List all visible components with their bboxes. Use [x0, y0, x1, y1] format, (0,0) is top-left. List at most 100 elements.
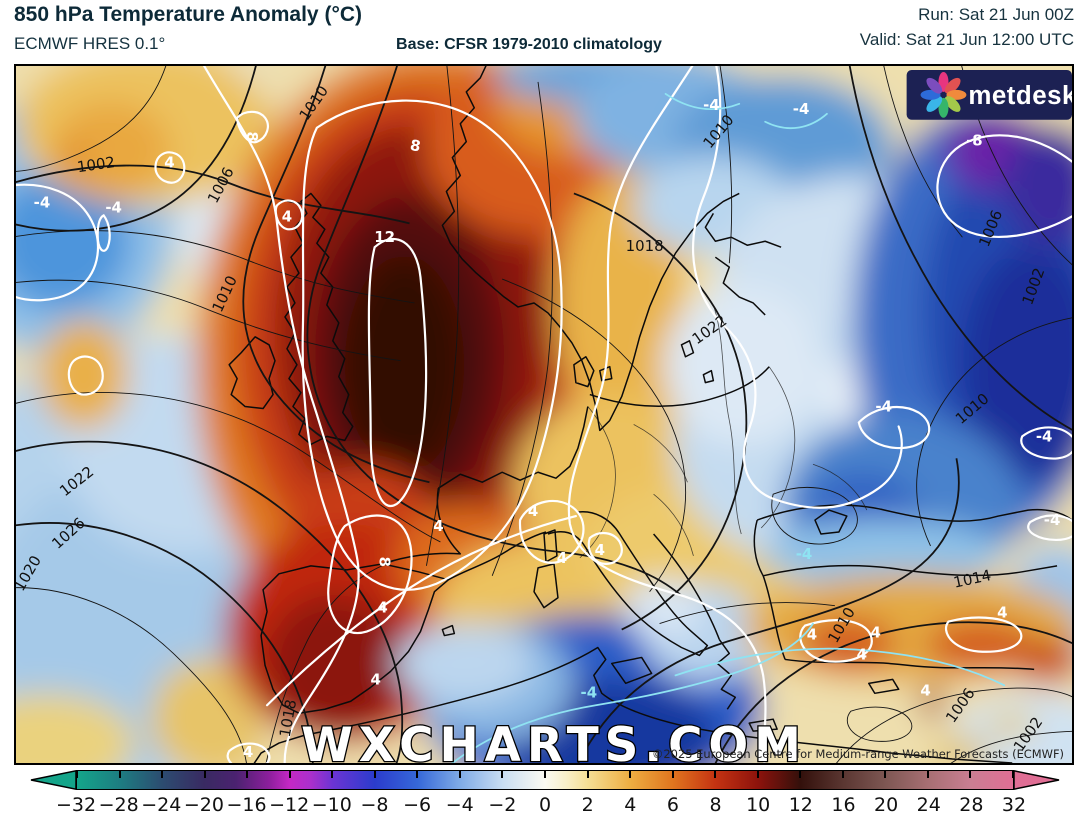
colorbar-tick [926, 771, 929, 778]
pinwheel-petal [944, 77, 961, 94]
colorbar-tick [76, 771, 78, 778]
colorbar-tick [161, 771, 164, 778]
colorbar-tick-label: −28 [98, 794, 139, 816]
colorbar-tick-label: −24 [141, 794, 182, 816]
anomaly-label: 8 [243, 132, 261, 142]
colorbar-tick [118, 771, 121, 778]
colorbar-tick [331, 771, 334, 778]
pinwheel-petal [926, 96, 943, 112]
copyright-notice: ©2025 European Centre for Medium-range W… [652, 747, 1064, 761]
colorbar-tick [501, 771, 504, 778]
isobar-label: 1018 [626, 237, 664, 255]
colorbar-tick [544, 771, 546, 778]
anomaly-label: 4 [871, 624, 881, 642]
run-time-label: Run: Sat 21 Jun 00Z [918, 5, 1074, 24]
metdesk-logo: metdesk [906, 69, 1072, 120]
map-canvas: 1002 100610101010101010181022100610021022… [16, 66, 1072, 763]
anomaly-label: -4 [875, 398, 892, 416]
anomaly-label: -4 [105, 198, 122, 216]
colorbar-tick-label: 16 [831, 794, 856, 816]
colorbar-tick [416, 771, 419, 778]
colorbar-tick-label: 24 [916, 794, 941, 816]
colorbar-tick [1012, 771, 1014, 778]
colorbar-tick-label: −12 [269, 794, 310, 816]
pinwheel-petal [944, 96, 961, 112]
colorbar-tick-label: 12 [788, 794, 813, 816]
colorbar-tick-label: −6 [403, 794, 432, 816]
valid-time-label: Valid: Sat 21 Jun 12:00 UTC [859, 30, 1074, 49]
anomaly-label: 4 [920, 681, 930, 699]
country-borders [579, 304, 868, 559]
colorbar-tick-label: 8 [709, 794, 722, 816]
colorbar-tick-label: −2 [488, 794, 517, 816]
anomaly-label: -4 [796, 545, 813, 563]
colorbar-tick-label: −32 [55, 794, 97, 816]
anomaly-label: 8 [376, 557, 394, 567]
anomaly-label: -4 [1044, 511, 1061, 529]
isobar-contours [16, 66, 1072, 763]
anomaly-label: 4 [433, 517, 443, 535]
colorbar-tick-label: −20 [183, 794, 224, 816]
colorbar-tick-label: −8 [360, 794, 389, 816]
anomaly-label: 4 [857, 645, 867, 663]
anomaly-label: -4 [793, 100, 810, 118]
colorbar-tick [586, 771, 589, 778]
colorbar-tick-label: −4 [445, 794, 474, 816]
colorbar-tick [714, 771, 717, 778]
colorbar-tick [203, 771, 206, 778]
colorbar-tick [841, 771, 844, 778]
weather-map: 1002 1006 1010 1010 1010 1018 1022 1006 1002 1022… [14, 64, 1074, 765]
anomaly-label: 4 [370, 670, 380, 688]
pinwheel-petal [926, 77, 943, 94]
colorbar-tick-label: −10 [311, 794, 352, 816]
anomaly-contours [16, 66, 1072, 763]
anomaly-label: -4 [703, 96, 720, 114]
anomaly-label: 4 [997, 604, 1007, 622]
colorbar-tick-label: 28 [959, 794, 984, 816]
anomaly-label: 4 [807, 626, 817, 644]
colorbar-tick [288, 771, 291, 778]
anomaly-label: -4 [1036, 427, 1053, 445]
anomaly-label: 4 [164, 154, 174, 172]
logo-wordmark: metdesk [968, 82, 1072, 110]
colorbar-tick-label: 4 [624, 794, 637, 816]
colorbar-tick-label: 2 [581, 794, 594, 816]
isobar-label: 1002 [76, 153, 116, 176]
colorbar-tick-label: −16 [226, 794, 267, 816]
anomaly-label: -4 [581, 683, 598, 701]
anomaly-label: 4 [557, 549, 567, 567]
colorbar-tick [671, 771, 674, 778]
anomaly-label: 4 [528, 502, 538, 520]
colorbar-tick [756, 771, 759, 778]
anomaly-label: 12 [374, 228, 395, 246]
anomaly-label: 8 [409, 136, 422, 156]
colorbar-tick-label: 20 [873, 794, 899, 816]
climatology-base-label: Base: CFSR 1979-2010 climatology [396, 36, 662, 53]
colorbar-tick-label: 6 [666, 794, 679, 816]
anomaly-label: 4 [377, 599, 387, 617]
anomaly-label: 4 [243, 743, 253, 761]
colorbar-right-arrow [1013, 770, 1060, 790]
colorbar-tick-label: 0 [538, 794, 552, 816]
colorbar-left-arrow [30, 770, 77, 790]
colorbar-tick [458, 771, 461, 778]
colorbar-tick [799, 771, 802, 778]
header: 850 hPa Temperature Anomaly (°C) ECMWF H… [0, 0, 1088, 64]
watermark: WXCHARTS.COM [301, 719, 807, 763]
colorbar: −32 −28 −24 −20 −16 −12 −10 −8 −6 −4 −2 0 2 4 6 8 10 12 16… [30, 770, 1060, 830]
colorbar-tick [884, 771, 887, 778]
colorbar-tick-label: 32 [1001, 794, 1027, 816]
colorbar-tick [246, 771, 249, 778]
anomaly-label: 4 [595, 541, 605, 559]
colorbar-tick [373, 771, 376, 778]
colorbar-tick-label: 10 [746, 794, 771, 816]
anomaly-label: 4 [282, 207, 292, 225]
colorbar-tick-labels: −32 −28 −24 −20 −16 −12 −10 −8 −6 −4 −2 0 2 4 6 8 10 12 16… [56, 794, 1026, 820]
anomaly-label: -4 [34, 193, 51, 211]
colorbar-tick [969, 771, 972, 778]
anomaly-label: -8 [966, 132, 983, 150]
model-label: ECMWF HRES 0.1° [14, 34, 166, 53]
colorbar-tick [629, 771, 632, 778]
